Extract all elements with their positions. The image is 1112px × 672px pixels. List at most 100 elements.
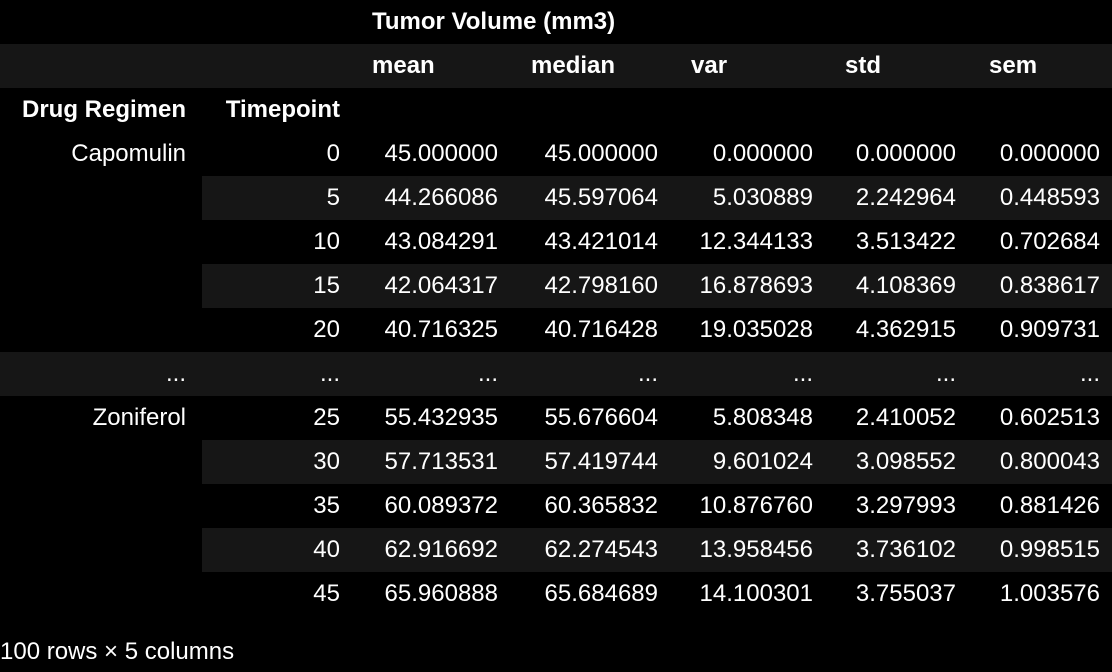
cell-median: 57.419744 bbox=[544, 448, 658, 475]
cell-mean: 40.716325 bbox=[384, 316, 498, 343]
row-index-timepoint: 40 bbox=[313, 536, 340, 563]
cell-mean: 55.432935 bbox=[384, 404, 498, 431]
column-group-header-row: Tumor Volume (mm3) bbox=[0, 0, 1112, 44]
table-row: Zoniferol 25 55.432935 55.676604 5.80834… bbox=[0, 396, 1112, 440]
table-row: 5 44.266086 45.597064 5.030889 2.242964 … bbox=[0, 176, 1112, 220]
index-header-timepoint: Timepoint bbox=[225, 96, 340, 123]
row-index-timepoint: 45 bbox=[313, 580, 340, 607]
row-index-regimen bbox=[0, 572, 186, 616]
index-header-drug-regimen: Drug Regimen bbox=[21, 96, 186, 123]
row-index-timepoint: 35 bbox=[313, 492, 340, 519]
cell-sem: 0.881426 bbox=[999, 492, 1100, 519]
cell-sem: 0.800043 bbox=[999, 448, 1100, 475]
cell-mean: ... bbox=[477, 360, 498, 387]
cell-mean: 42.064317 bbox=[384, 272, 498, 299]
cell-mean: 57.713531 bbox=[384, 448, 498, 475]
row-index-regimen: Capomulin bbox=[71, 140, 186, 167]
cell-var: 13.958456 bbox=[699, 536, 813, 563]
row-index-regimen bbox=[0, 528, 186, 572]
cell-var: 16.878693 bbox=[699, 272, 813, 299]
cell-std: 3.736102 bbox=[855, 536, 956, 563]
cell-median: 40.716428 bbox=[544, 316, 658, 343]
row-index-timepoint: 15 bbox=[313, 272, 340, 299]
row-stripe bbox=[202, 528, 1112, 572]
cell-median: 45.597064 bbox=[544, 184, 658, 211]
cell-sem: 0.838617 bbox=[999, 272, 1100, 299]
table-row: 10 43.084291 43.421014 12.344133 3.51342… bbox=[0, 220, 1112, 264]
cell-var: 5.808348 bbox=[712, 404, 813, 431]
row-index-timepoint: ... bbox=[319, 360, 340, 387]
cell-median: 42.798160 bbox=[544, 272, 658, 299]
cell-var: 10.876760 bbox=[699, 492, 813, 519]
row-index-regimen bbox=[0, 176, 186, 220]
cell-mean: 60.089372 bbox=[384, 492, 498, 519]
cell-mean: 44.266086 bbox=[384, 184, 498, 211]
row-index-regimen bbox=[0, 264, 186, 308]
index-header-row: Drug Regimen Timepoint bbox=[0, 88, 1112, 132]
column-header-sem: sem bbox=[989, 52, 1038, 79]
cell-sem: 0.602513 bbox=[999, 404, 1100, 431]
cell-median: 65.684689 bbox=[544, 580, 658, 607]
column-header-median: median bbox=[531, 52, 616, 79]
cell-var: 0.000000 bbox=[712, 140, 813, 167]
cell-std: 3.513422 bbox=[855, 228, 956, 255]
table-row: 35 60.089372 60.365832 10.876760 3.29799… bbox=[0, 484, 1112, 528]
cell-std: 3.297993 bbox=[855, 492, 956, 519]
cell-std: 3.755037 bbox=[855, 580, 956, 607]
cell-median: 62.274543 bbox=[544, 536, 658, 563]
cell-var: 19.035028 bbox=[699, 316, 813, 343]
row-index-regimen: ... bbox=[165, 360, 186, 387]
row-stripe bbox=[202, 440, 1112, 484]
row-index-timepoint: 25 bbox=[313, 404, 340, 431]
cell-var: 5.030889 bbox=[712, 184, 813, 211]
cell-mean: 62.916692 bbox=[384, 536, 498, 563]
cell-sem: 0.998515 bbox=[999, 536, 1100, 563]
cell-var: ... bbox=[792, 360, 813, 387]
cell-sem: 0.909731 bbox=[999, 316, 1100, 343]
row-index-regimen bbox=[0, 440, 186, 484]
cell-std: 4.108369 bbox=[855, 272, 956, 299]
row-index-regimen bbox=[0, 220, 186, 264]
cell-sem: 0.448593 bbox=[999, 184, 1100, 211]
table-row: 45 65.960888 65.684689 14.100301 3.75503… bbox=[0, 572, 1112, 616]
table-row: 40 62.916692 62.274543 13.958456 3.73610… bbox=[0, 528, 1112, 572]
row-index-regimen bbox=[0, 484, 186, 528]
cell-std: 2.410052 bbox=[855, 404, 956, 431]
table-row: 15 42.064317 42.798160 16.878693 4.10836… bbox=[0, 264, 1112, 308]
cell-sem: 1.003576 bbox=[999, 580, 1100, 607]
cell-sem: ... bbox=[1079, 360, 1100, 387]
cell-var: 9.601024 bbox=[712, 448, 813, 475]
column-header-mean: mean bbox=[372, 52, 435, 79]
cell-var: 14.100301 bbox=[699, 580, 813, 607]
row-index-timepoint: 20 bbox=[313, 316, 340, 343]
cell-std: 0.000000 bbox=[855, 140, 956, 167]
table-row: 20 40.716325 40.716428 19.035028 4.36291… bbox=[0, 308, 1112, 352]
row-index-timepoint: 10 bbox=[313, 228, 340, 255]
cell-var: 12.344133 bbox=[699, 228, 813, 255]
cell-std: ... bbox=[935, 360, 956, 387]
row-stripe bbox=[202, 176, 1112, 220]
row-index-regimen: Zoniferol bbox=[92, 404, 186, 431]
row-index-timepoint: 0 bbox=[326, 140, 340, 167]
table-row: Capomulin 0 45.000000 45.000000 0.000000… bbox=[0, 132, 1112, 176]
row-stripe bbox=[202, 264, 1112, 308]
row-index-timepoint: 5 bbox=[326, 184, 340, 211]
ellipsis-row: ... ... ... ... ... ... ... bbox=[0, 352, 1112, 396]
row-index-timepoint: 30 bbox=[313, 448, 340, 475]
stat-header-row: mean median var std sem bbox=[0, 44, 1112, 88]
cell-sem: 0.702684 bbox=[999, 228, 1100, 255]
column-header-var: var bbox=[691, 52, 728, 79]
row-column-count: 100 rows × 5 columns bbox=[0, 638, 235, 665]
column-header-std: std bbox=[845, 52, 881, 79]
cell-median: 60.365832 bbox=[544, 492, 658, 519]
cell-std: 2.242964 bbox=[855, 184, 956, 211]
cell-mean: 43.084291 bbox=[384, 228, 498, 255]
row-index-regimen bbox=[0, 308, 186, 352]
cell-median: ... bbox=[637, 360, 658, 387]
cell-std: 4.362915 bbox=[855, 316, 956, 343]
cell-sem: 0.000000 bbox=[999, 140, 1100, 167]
cell-mean: 65.960888 bbox=[384, 580, 498, 607]
cell-mean: 45.000000 bbox=[384, 140, 498, 167]
table-row: 30 57.713531 57.419744 9.601024 3.098552… bbox=[0, 440, 1112, 484]
cell-median: 43.421014 bbox=[544, 228, 658, 255]
